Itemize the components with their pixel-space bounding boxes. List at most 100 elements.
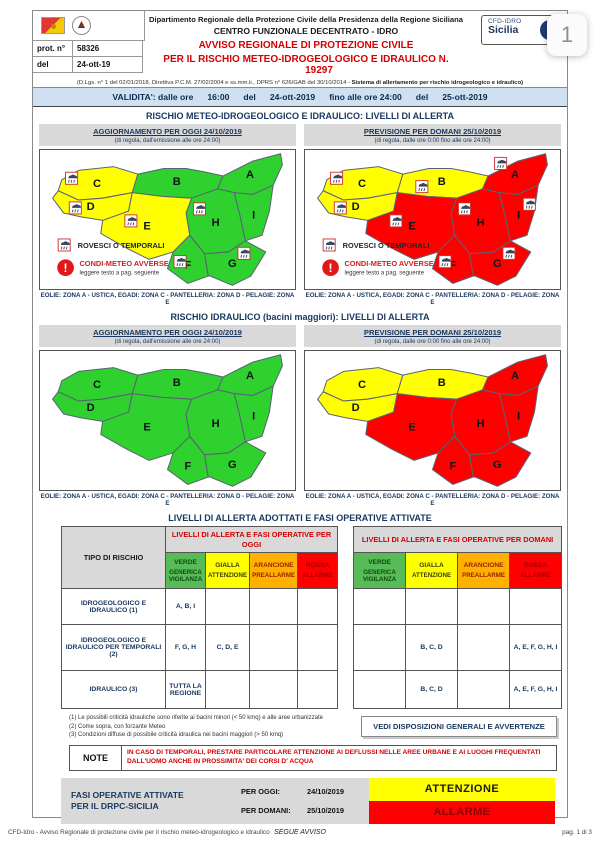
level-header-rossa: ROSSA ALLARME	[509, 552, 563, 589]
zone-label-A: A	[246, 169, 254, 181]
law-references: (D.Lgs. n° 1 del 02/01/2018, Direttiva P…	[33, 80, 567, 86]
idraulico-column-headers: AGGIORNAMENTO PER OGGI 24/10/2019 (di re…	[33, 325, 567, 507]
zone-label-D: D	[352, 201, 360, 213]
tipo-di-rischio-header: TIPO DI RISCHIO	[61, 526, 166, 589]
alert-exclamation-icon	[57, 259, 74, 277]
zone-label-D: D	[87, 201, 95, 213]
validity-prefix: VALIDITA': dalle ore	[112, 92, 194, 102]
meteo-tomorrow-header: PREVISIONE PER DOMANI 25/10/2019 (di reg…	[304, 124, 561, 146]
zone-label-C: C	[93, 379, 101, 391]
zone-label-C: C	[358, 178, 366, 190]
prot-value: 58326	[73, 41, 143, 57]
idraulico-tomorrow-header-title: PREVISIONE PER DOMANI 25/10/2019	[363, 328, 502, 337]
notice-title: AVVISO REGIONALE DI PROTEZIONE CIVILE	[198, 40, 414, 51]
validity-end-time: fino alle ore 24:00	[329, 92, 402, 102]
idraulico-tomorrow-header: PREVISIONE PER DOMANI 25/10/2019 (di reg…	[304, 325, 561, 347]
idraulico-today-header: AGGIORNAMENTO PER OGGI 24/10/2019 (di re…	[39, 325, 296, 347]
table-row: IDROGEOLOGICO E IDRAULICO PER TEMPORALI …	[61, 624, 339, 671]
tomorrow-levels-header: LIVELLI DI ALLERTA E FASI OPERATIVE PER …	[353, 526, 563, 553]
zone-E	[100, 393, 193, 461]
phases-label: FASI OPERATIVE ATTIVATE PER IL DRPC-SICI…	[61, 778, 241, 824]
meteo-section-title: RISCHIO METEO-IDROGEOLOGICO E IDRAULICO:…	[146, 111, 454, 121]
zone-label-B: B	[173, 176, 181, 188]
document-header: prot. n° 58326 del 24-ott-19 Dipartiment…	[33, 11, 567, 88]
protocol-box: prot. n° 58326 del 24-ott-19	[33, 41, 145, 73]
zone-label-D: D	[87, 402, 95, 414]
footnote-2: (2) Come sopra, con forzante Meteo	[69, 723, 166, 730]
validity-start-time: 16:00	[207, 92, 230, 102]
zone-label-B: B	[438, 377, 446, 389]
department-line1: Dipartimento Regionale della Protezione …	[149, 15, 463, 24]
footer-page-number: pag. 1 di 3	[562, 829, 592, 836]
zone-label-B: B	[438, 176, 446, 188]
validity-del2: del	[415, 92, 429, 102]
adverse-weather-sublabel: leggere testo a pag. seguente	[344, 271, 424, 277]
map-meteo-today: A B C D E F G H I ROVESCI O TEMPORALI! CONDI-METEO…	[39, 149, 296, 290]
map-caption: EOLIE: ZONA A - USTICA, EGADI: ZONA C - …	[40, 493, 295, 507]
zone-E	[365, 192, 458, 260]
law-references-normal: (D.Lgs. n° 1 del 02/01/2018, Direttiva P…	[76, 80, 352, 86]
validity-bar: VALIDITA': dalle ore 16:00 del 24-ott-20…	[33, 88, 567, 107]
zone-label-C: C	[93, 178, 101, 190]
validity-del1: del	[243, 92, 256, 102]
level-header-gialla: GIALLA ATTENZIONE	[405, 552, 459, 589]
meteo-tomorrow-header-title: PREVISIONE PER DOMANI 25/10/2019	[363, 127, 502, 136]
notice-subtitle-text: PER IL RISCHIO METEO-IDROGEOLOGICO E IDR…	[163, 54, 449, 65]
svg-text:!: !	[329, 261, 333, 275]
vedi-disposizioni-button[interactable]: VEDI DISPOSIZIONI GENERALI E AVVERTENZE	[361, 716, 557, 737]
zone-E	[365, 393, 458, 461]
meteo-today-header-sub: (di regola, dall'emissione alle ore 24:0…	[114, 138, 221, 144]
zone-label-F: F	[184, 461, 191, 473]
footnote-1: (1) Le possibili criticità idrauliche so…	[69, 715, 323, 721]
map-caption: EOLIE: ZONA A - USTICA, EGADI: ZONA C - …	[40, 292, 295, 306]
phases-label-line2: PER IL DRPC-SICILIA	[71, 800, 159, 811]
idraulico-today-header-title: AGGIORNAMENTO PER OGGI 24/10/2019	[93, 328, 242, 337]
table-row: B, C, D A, E, F, G, H, I	[353, 624, 563, 671]
notice-subtitle: PER IL RISCHIO METEO-IDROGEOLOGICO E IDR…	[145, 54, 467, 76]
phase-today-label: PER OGGI:	[241, 786, 281, 796]
validity-end-date: 25-ott-2019	[442, 92, 488, 102]
level-header-gialla: GIALLA ATTENZIONE	[204, 552, 251, 589]
page-number-badge[interactable]: 1	[547, 14, 587, 56]
zone-E	[100, 192, 193, 260]
phases-label-line1: FASI OPERATIVE ATTIVATE	[71, 789, 184, 800]
adverse-weather-sublabel: leggere testo a pag. seguente	[79, 271, 159, 277]
segue-avviso: SEGUE AVVISO	[274, 828, 326, 836]
zone-label-I: I	[252, 411, 255, 423]
storm-legend-label: ROVESCI O TEMPORALI	[78, 241, 165, 250]
notice-number: 19297	[305, 65, 333, 76]
table-row: B, C, D A, E, F, G, H, I	[353, 670, 563, 709]
level-header-verde: VERDE GENERICA VIGILANZA	[165, 552, 206, 589]
alert-table-tomorrow: LIVELLI DI ALLERTA E FASI OPERATIVE PER …	[353, 526, 563, 709]
zone-label-F: F	[184, 260, 191, 272]
protezione-civile-logo-icon	[72, 16, 91, 35]
zone-label-G: G	[493, 258, 502, 270]
zone-G	[469, 441, 532, 487]
table-row: IDRAULICO (3) TUTTA LA REGIONE	[61, 670, 339, 709]
zone-label-C: C	[358, 379, 366, 391]
phase-tomorrow-date: 25/10/2019	[307, 805, 344, 815]
sicily-flag-icon	[41, 17, 65, 34]
map-caption: EOLIE: ZONA A - USTICA, EGADI: ZONA C - …	[305, 292, 560, 306]
zone-label-A: A	[511, 169, 519, 181]
zone-label-H: H	[477, 418, 485, 430]
note-text: IN CASO DI TEMPORALI, PRESTARE PARTICOLA…	[127, 749, 541, 765]
phase-tomorrow-label: PER DOMANI:	[241, 805, 291, 815]
alert-exclamation-icon	[322, 259, 339, 277]
alert-table-today: TIPO DI RISCHIO LIVELLI DI ALLERTA E FAS…	[61, 526, 339, 709]
header-left-block: prot. n° 58326 del 24-ott-19	[33, 11, 145, 73]
zone-label-A: A	[511, 370, 519, 382]
operational-phases-bar: FASI OPERATIVE ATTIVATE PER IL DRPC-SICI…	[61, 777, 555, 824]
level-header-rossa: ROSSA ALLARME	[297, 552, 339, 589]
svg-text:!: !	[64, 261, 68, 275]
zone-label-G: G	[228, 258, 237, 270]
zone-label-H: H	[212, 418, 220, 430]
idraulico-tomorrow-header-sub: (di regola, dalle ore 0:00 fino alle ore…	[374, 339, 491, 345]
law-references-bold: Sistema di allertamento per rischio idro…	[351, 80, 524, 86]
zone-label-G: G	[228, 459, 237, 471]
level-header-verde: VERDE GENERICA VIGILANZA	[353, 552, 407, 589]
meteo-tomorrow-header-sub: (di regola, dalle ore 0:00 fino alle ore…	[374, 138, 491, 144]
zone-label-F: F	[449, 260, 456, 272]
